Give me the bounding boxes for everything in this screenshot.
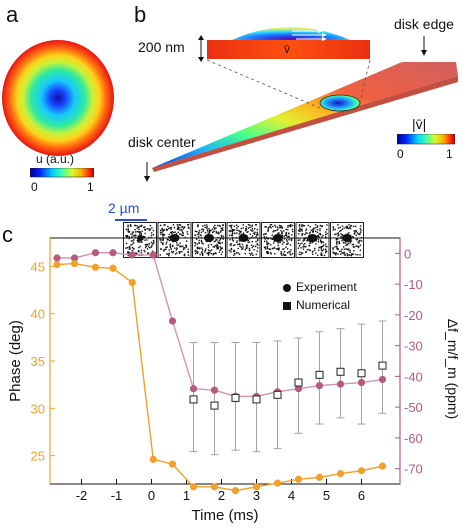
disk-edge-label: disk edge — [394, 16, 454, 32]
phase-point — [128, 278, 136, 287]
frequency-point — [109, 249, 117, 257]
numerical-point — [231, 393, 240, 402]
frequency-point — [128, 251, 136, 259]
frequency-point — [168, 317, 177, 325]
y-left-tick-label: 45 — [31, 259, 45, 274]
frequency-point — [378, 375, 387, 384]
phase-point — [53, 260, 61, 269]
panel-a-colorbar-label: u (a.u.) — [36, 152, 75, 166]
frequency-point — [210, 386, 219, 394]
x-axis-label: Time (ms) — [192, 507, 259, 524]
phase-point — [149, 455, 157, 463]
y-right-tick-label: -20 — [404, 308, 423, 323]
frequency-point — [294, 385, 303, 393]
frequency-point — [357, 378, 366, 387]
frequency-series-line — [57, 252, 383, 398]
plot-frame — [49, 237, 401, 485]
phase-point — [210, 483, 219, 491]
y-left-tick-label: 25 — [31, 449, 45, 464]
x-tick-label: 1 — [183, 488, 190, 503]
scale-bar-label: 2 µm — [108, 200, 140, 216]
phase-point — [70, 259, 79, 268]
panel-a-colorbar — [30, 168, 94, 178]
x-tick-label: 5 — [323, 488, 330, 503]
numerical-point — [357, 369, 366, 378]
phase-point — [189, 483, 198, 491]
panel-b-colorbar-min: 0 — [397, 147, 404, 161]
numerical-point — [252, 395, 261, 404]
numerical-point — [378, 361, 387, 370]
legend-numerical-label: Numerical — [296, 298, 351, 312]
disk-center-label: disk center — [128, 134, 196, 150]
legend-experiment-marker — [283, 284, 291, 292]
phase-point — [252, 483, 261, 491]
frequency-point — [149, 251, 157, 259]
thickness-label: 200 nm — [138, 39, 185, 55]
frequency-point — [91, 249, 100, 257]
frequency-point — [336, 380, 345, 388]
phase-point — [378, 462, 387, 470]
panel-b-label: b — [134, 2, 147, 27]
frequency-point — [70, 254, 79, 262]
frequency-point — [53, 254, 61, 262]
y-right-tick-label: -60 — [404, 431, 423, 446]
panel-a-label: a — [6, 2, 19, 27]
phase-point — [336, 469, 345, 478]
phase-point — [294, 475, 303, 483]
y-right-tick-label: -30 — [404, 339, 423, 354]
phase-point — [91, 263, 100, 271]
legend-numerical-marker — [283, 302, 291, 310]
x-tick-label: 3 — [253, 488, 260, 503]
y-right-tick-label: -40 — [404, 369, 423, 384]
legend-experiment-label: Experiment — [296, 280, 357, 294]
x-tick-label: 0 — [148, 488, 155, 503]
phase-point — [315, 473, 324, 481]
panel-b-colorbar-label: |v̄| — [412, 116, 427, 132]
phase-point — [109, 264, 117, 272]
x-tick-label: -2 — [76, 488, 88, 503]
phase-point — [357, 467, 366, 475]
y-left-tick-label: 30 — [31, 401, 45, 416]
frequency-point — [189, 385, 198, 393]
numerical-point — [336, 367, 345, 376]
panel-b-colorbar — [397, 134, 455, 145]
y-left-tick-label: 35 — [31, 354, 45, 369]
phase-point — [168, 460, 177, 468]
numerical-point — [189, 395, 198, 404]
panel-b-colorbar-max: 1 — [446, 147, 453, 161]
x-tick-label: -1 — [111, 488, 123, 503]
numerical-point — [294, 378, 303, 387]
panel-b-disk-wedge — [144, 27, 458, 182]
numerical-point — [315, 370, 324, 379]
panel-a-colorbar-min: 0 — [31, 180, 38, 194]
panel-a-displacement-disk — [2, 40, 114, 156]
velocity-inset-symbol: v̄ — [284, 42, 290, 56]
frequency-point — [315, 382, 324, 390]
y-right-tick-label: -10 — [404, 277, 423, 292]
micrograph-strip — [123, 222, 365, 258]
x-tick-label: 4 — [288, 488, 295, 503]
panel-c-label: c — [2, 222, 13, 247]
scale-bar — [115, 219, 147, 221]
y-right-axis-label: Δf_m/f_m (ppm) — [445, 319, 461, 419]
y-right-tick-label: 0 — [404, 246, 411, 261]
numerical-point — [210, 401, 219, 410]
numerical-point — [273, 390, 282, 399]
x-tick-label: 2 — [218, 488, 225, 503]
phase-point — [273, 479, 282, 487]
x-tick-label: 6 — [358, 488, 365, 503]
y-left-tick-label: 40 — [31, 307, 45, 322]
phase-point — [231, 487, 240, 495]
y-right-tick-label: -50 — [404, 400, 423, 415]
y-left-axis-label: Phase (deg) — [7, 320, 24, 402]
panel-a-colorbar-max: 1 — [87, 180, 94, 194]
y-right-tick-label: -70 — [404, 462, 423, 477]
